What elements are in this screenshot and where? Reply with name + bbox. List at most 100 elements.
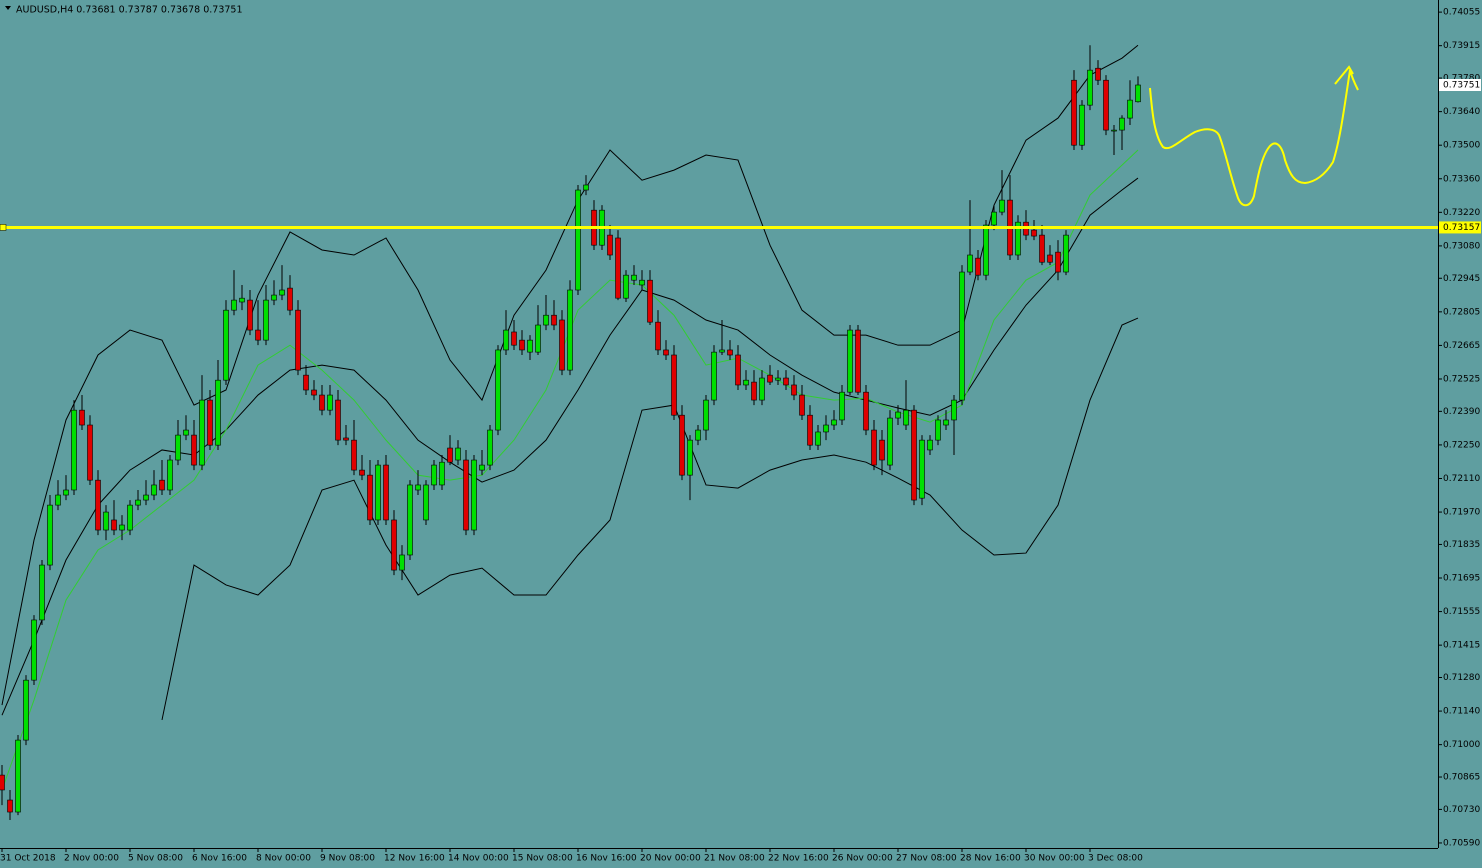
candle-body (1063, 234, 1069, 273)
plot-area (0, 44, 1438, 820)
y-tick-label: 0.71140 (1443, 707, 1480, 717)
candle-body (519, 339, 525, 351)
candle-body (847, 329, 853, 393)
x-tick-label: 3 Dec 08:00 (1088, 854, 1143, 864)
y-tick-label: 0.73360 (1443, 174, 1480, 184)
candle-body (55, 494, 61, 506)
y-tick-label: 0.71970 (1443, 508, 1480, 518)
x-tick-label: 5 Nov 08:00 (128, 854, 183, 864)
y-tick-label: 0.71835 (1443, 540, 1480, 550)
candle-body (623, 274, 629, 299)
y-tick-label: 0.72805 (1443, 307, 1480, 317)
candle-body (855, 329, 861, 393)
y-tick-label: 0.71280 (1443, 673, 1480, 683)
x-tick-label: 27 Nov 08:00 (896, 854, 957, 864)
candle-body (47, 504, 53, 566)
candle-body (807, 414, 813, 446)
candle-body (887, 417, 893, 466)
x-tick-label: 9 Nov 08:00 (320, 854, 375, 864)
candle-body (1047, 254, 1053, 263)
y-tick-label: 0.74055 (1443, 8, 1480, 18)
candle-body (351, 439, 357, 471)
candle-body (1111, 129, 1117, 132)
candle-body (927, 439, 933, 451)
x-tick-label: 31 Oct 2018 (0, 854, 56, 864)
candle-body (1055, 251, 1061, 273)
candle-body (303, 374, 309, 391)
candle-body (1119, 117, 1125, 131)
candle-body (863, 391, 869, 431)
x-tick-label: 30 Nov 00:00 (1024, 854, 1085, 864)
current-price-box (1439, 79, 1481, 92)
candle-body (1087, 69, 1093, 106)
candle-body (359, 469, 365, 476)
candle-body (487, 429, 493, 466)
candle-body (31, 619, 37, 681)
candle-body (967, 254, 973, 273)
candle-body (167, 459, 173, 491)
candle-body (815, 431, 821, 446)
candle-body (343, 437, 349, 441)
candle-body (23, 679, 29, 741)
candle-body (311, 389, 317, 396)
candle-body (503, 329, 509, 351)
level-handle (0, 224, 7, 231)
candle-body (975, 257, 981, 276)
candle-body (87, 424, 93, 481)
candle-body (703, 399, 709, 431)
y-tick-label: 0.71000 (1443, 740, 1480, 750)
y-tick-label: 0.70730 (1443, 805, 1480, 815)
candle-body (239, 297, 245, 303)
y-tick-label: 0.72110 (1443, 474, 1480, 484)
y-tick-label: 0.71555 (1443, 607, 1480, 617)
candle-body (143, 494, 149, 501)
candle-body (119, 524, 125, 531)
candle-body (1127, 99, 1133, 119)
y-tick-label: 0.72525 (1443, 374, 1480, 384)
y-tick-label: 0.73220 (1443, 208, 1480, 218)
candle-body (79, 409, 85, 426)
y-tick-label: 0.71415 (1443, 641, 1480, 651)
candle-body (439, 461, 445, 486)
candle-body (39, 564, 45, 621)
candle-body (1103, 79, 1109, 131)
candle-body (335, 399, 341, 441)
candle-body (559, 319, 565, 371)
candle-body (263, 299, 269, 341)
candle-body (15, 739, 21, 813)
x-tick-label: 8 Nov 00:00 (256, 854, 311, 864)
candle-body (527, 339, 533, 353)
candle-body (231, 299, 237, 311)
candle-body (399, 554, 405, 571)
candle-body (607, 234, 613, 256)
chart-title: AUDUSD,H4 0.73681 0.73787 0.73678 0.7375… (16, 5, 243, 16)
candle-body (447, 447, 453, 463)
candle-body (319, 394, 325, 411)
y-tick-label: 0.73640 (1443, 107, 1480, 117)
candle-body (479, 464, 485, 471)
candle-body (695, 429, 701, 441)
candle-body (951, 399, 957, 421)
candle-body (983, 224, 989, 276)
candle-body (775, 377, 781, 381)
candle-body (375, 464, 381, 521)
candle-body (175, 434, 181, 461)
candle-body (159, 479, 165, 491)
candle-body (183, 429, 189, 436)
y-tick-label: 0.73080 (1443, 241, 1480, 251)
candle-body (871, 429, 877, 466)
candle-body (759, 377, 765, 401)
candle-body (615, 237, 621, 299)
candle-body (711, 351, 717, 401)
candle-body (135, 499, 141, 506)
candle-body (95, 479, 101, 531)
candle-body (791, 384, 797, 396)
candle-body (495, 349, 501, 431)
freehand-drawing (1149, 65, 1359, 207)
candle-body (271, 294, 277, 301)
candle-body (831, 419, 837, 426)
candle-body (655, 321, 661, 351)
candle-body (407, 484, 413, 556)
candle-body (767, 374, 773, 383)
